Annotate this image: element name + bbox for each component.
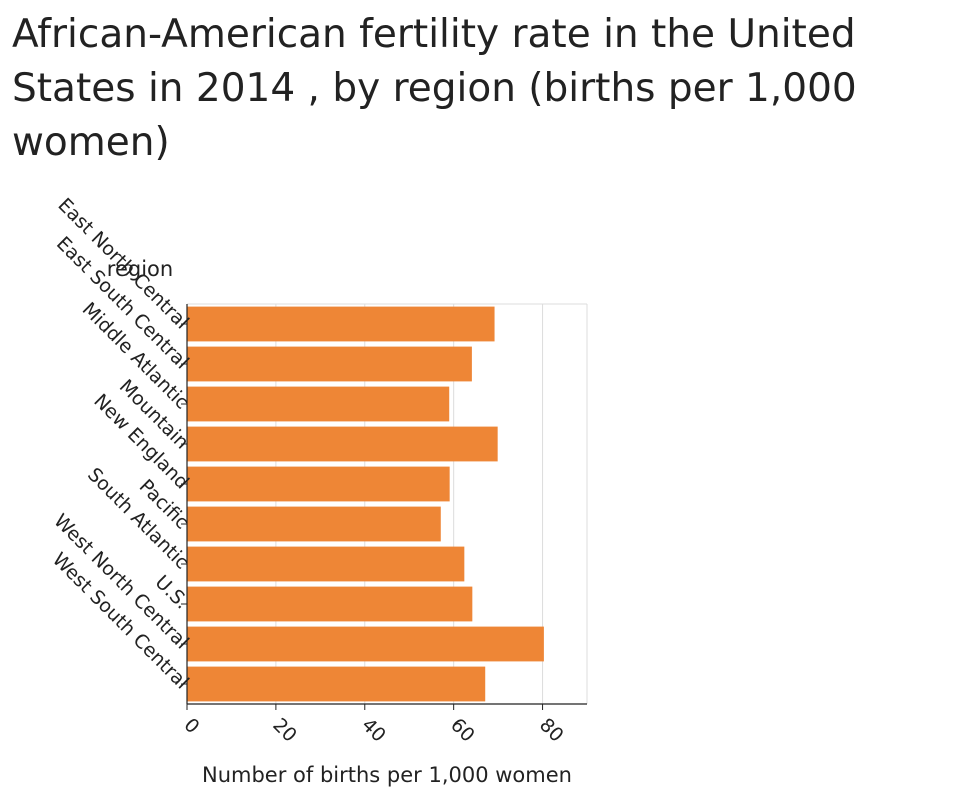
bar-east-north-central	[187, 306, 495, 342]
bars	[187, 306, 544, 702]
axes	[181, 304, 587, 710]
bar-pacific	[187, 506, 441, 542]
bar-south-atlantic	[187, 546, 465, 582]
bar-u-s	[187, 586, 473, 622]
bar-mountain	[187, 426, 498, 462]
x-tick-label-40: 40	[357, 714, 390, 747]
bar-east-south-central	[187, 346, 472, 382]
x-tick-label-20: 20	[268, 714, 301, 747]
x-tick-label-0: 0	[179, 714, 203, 738]
x-tick-labels: 0 20 40 60 80	[179, 714, 567, 747]
bar-middle-atlantic	[187, 386, 450, 422]
bar-west-south-central	[187, 666, 486, 702]
chart-title: African-American fertility rate in the U…	[12, 12, 857, 165]
x-axis-label: Number of births per 1,000 women	[202, 763, 572, 787]
y-axis-label: region	[107, 257, 173, 281]
bar-west-north-central	[187, 626, 544, 662]
x-tick-label-80: 80	[535, 714, 568, 747]
bar-new-england	[187, 466, 450, 502]
x-tick-label-60: 60	[446, 714, 479, 747]
